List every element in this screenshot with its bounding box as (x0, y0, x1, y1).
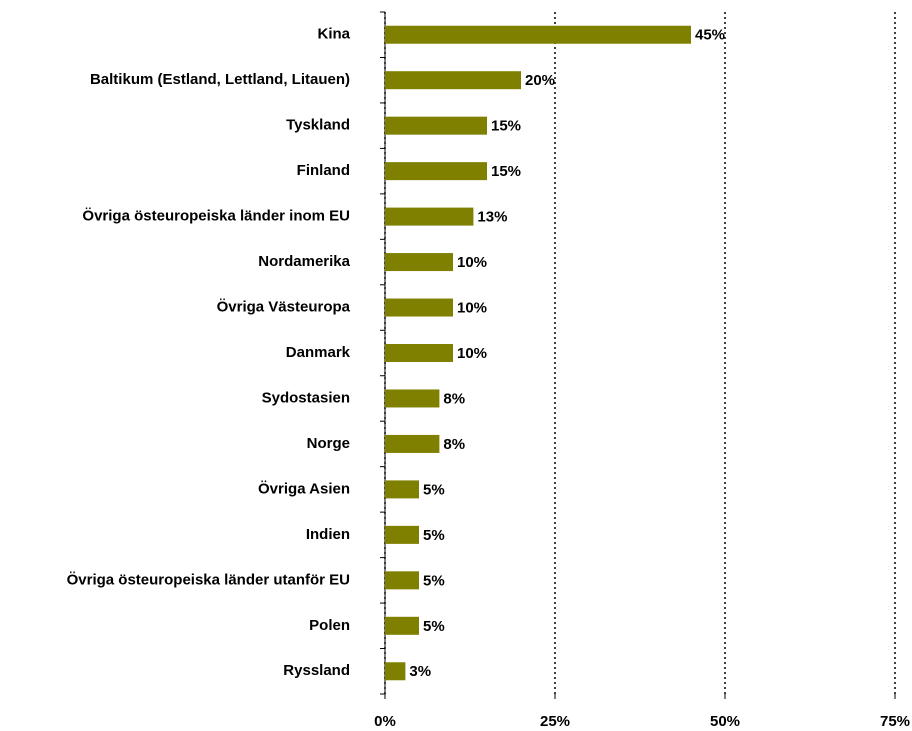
y-tick-label: Tyskland (286, 117, 350, 134)
y-tick-label: Danmark (286, 344, 351, 361)
y-tick-label: Polen (309, 617, 350, 634)
data-label: 45% (695, 27, 725, 44)
data-label: 5% (423, 618, 445, 635)
bar (385, 344, 453, 362)
y-tick-label: Sydostasien (262, 389, 350, 406)
bar (385, 389, 440, 408)
data-label: 13% (477, 209, 507, 226)
y-tick-label: Övriga östeuropeiska länder inom EU (82, 208, 350, 225)
y-tick-label: Övriga Västeuropa (217, 299, 351, 316)
y-tick-label: Kina (317, 26, 350, 43)
x-tick-label: 75% (880, 713, 910, 730)
x-tick-label: 0% (374, 713, 396, 730)
x-tick-label: 50% (710, 713, 740, 730)
y-tick-label: Indien (306, 526, 350, 543)
bar (385, 480, 419, 499)
bar (385, 616, 419, 635)
data-label: 8% (443, 436, 465, 453)
data-label: 3% (409, 663, 431, 680)
bar (385, 25, 691, 44)
bar (385, 162, 487, 181)
data-label: 20% (525, 72, 555, 89)
data-label: 15% (491, 163, 521, 180)
bar (385, 116, 487, 135)
y-tick-label: Nordamerika (258, 253, 350, 270)
data-label: 5% (423, 481, 445, 498)
y-tick-label: Övriga Asien (258, 480, 350, 497)
data-label: 10% (457, 254, 487, 271)
data-label: 10% (457, 300, 487, 317)
y-tick-label: Norge (307, 435, 350, 452)
bar (385, 525, 419, 544)
data-label: 8% (443, 390, 465, 407)
y-tick-label: Ryssland (283, 662, 350, 679)
bar (385, 71, 521, 90)
data-label: 5% (423, 572, 445, 589)
y-tick-label: Övriga östeuropeiska länder utanför EU (67, 571, 350, 588)
y-tick-label: Baltikum (Estland, Lettland, Litauen) (90, 71, 350, 88)
y-tick-label: Finland (297, 162, 350, 179)
bar (385, 207, 474, 226)
bar (385, 298, 453, 317)
bar (385, 253, 453, 272)
bar (385, 571, 419, 590)
x-tick-label: 25% (540, 713, 570, 730)
data-label: 15% (491, 118, 521, 135)
data-label: 10% (457, 345, 487, 362)
bar (385, 662, 406, 681)
data-label: 5% (423, 527, 445, 544)
bar (385, 434, 440, 453)
